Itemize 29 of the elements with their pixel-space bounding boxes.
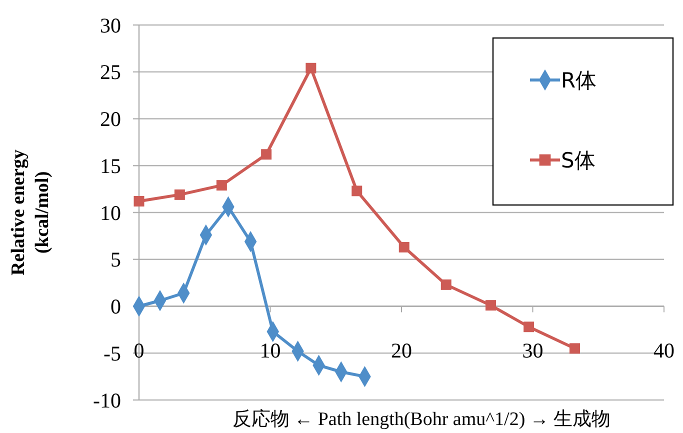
point (352, 186, 362, 196)
x-tick-label: 40 (654, 338, 674, 363)
point (216, 180, 227, 191)
point (134, 196, 144, 206)
y-axis-title: Relative energy (kcal/mol) (8, 148, 53, 276)
y-tick-label: 20 (100, 107, 121, 132)
point (524, 322, 534, 332)
x-tick-label: 0 (134, 338, 144, 363)
y-tick-label: 15 (100, 154, 121, 178)
point (174, 189, 185, 200)
y-tick-label: 10 (100, 200, 121, 225)
x-tick-label: 20 (391, 338, 412, 363)
legend-label: R体 (561, 68, 597, 92)
y-tick-label: 30 (100, 13, 121, 38)
x-axis-title: 反応物 ← Path length(Bohr amu^1/2) → 生成物 (232, 408, 611, 430)
point (570, 343, 580, 354)
point (440, 279, 452, 290)
point (486, 300, 496, 311)
y-tick-label: 25 (100, 60, 121, 84)
y-tick-label: 5 (110, 248, 121, 272)
point (398, 242, 410, 252)
legend-label: S体 (561, 148, 596, 172)
x-tick-label: 10 (260, 338, 281, 363)
point (306, 62, 316, 74)
x-tick-label: 30 (522, 338, 544, 363)
y-tick-label: 0 (110, 294, 121, 319)
point (261, 149, 272, 160)
y-tick-label: -10 (93, 388, 121, 412)
y-tick-label: -5 (104, 341, 121, 366)
